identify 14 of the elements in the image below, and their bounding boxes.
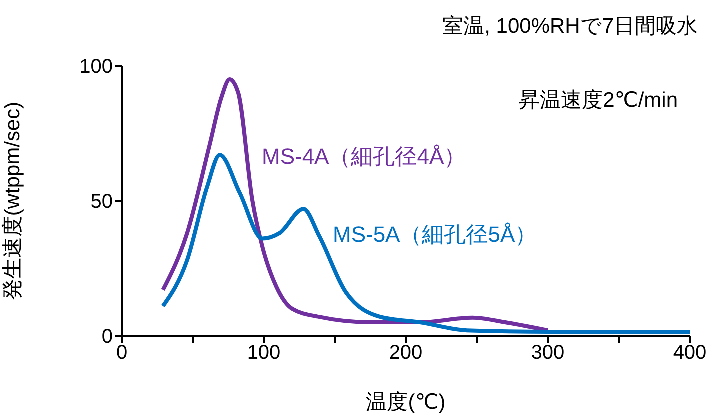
chart-title: 室温, 100%RHで7日間吸水 bbox=[442, 14, 698, 40]
y-tick-label: 100 bbox=[80, 56, 113, 78]
x-tick-label: 300 bbox=[531, 342, 565, 364]
y-tick-label: 50 bbox=[90, 191, 113, 214]
y-axis-title: 発生速度(wtppm/sec) bbox=[1, 102, 24, 300]
x-axis-title: 温度(℃) bbox=[366, 391, 446, 414]
y-tick-label: 0 bbox=[102, 326, 113, 348]
x-tick-label: 400 bbox=[673, 342, 707, 364]
series-label: MS-4A（細孔径4Å） bbox=[262, 143, 466, 171]
x-tick-label: 0 bbox=[116, 342, 128, 364]
annotation: 昇温速度2℃/min bbox=[519, 88, 678, 114]
x-tick-label: 100 bbox=[247, 342, 281, 364]
x-tick-label: 200 bbox=[389, 342, 423, 364]
series-label: MS-5A（細孔径5Å） bbox=[333, 221, 538, 249]
